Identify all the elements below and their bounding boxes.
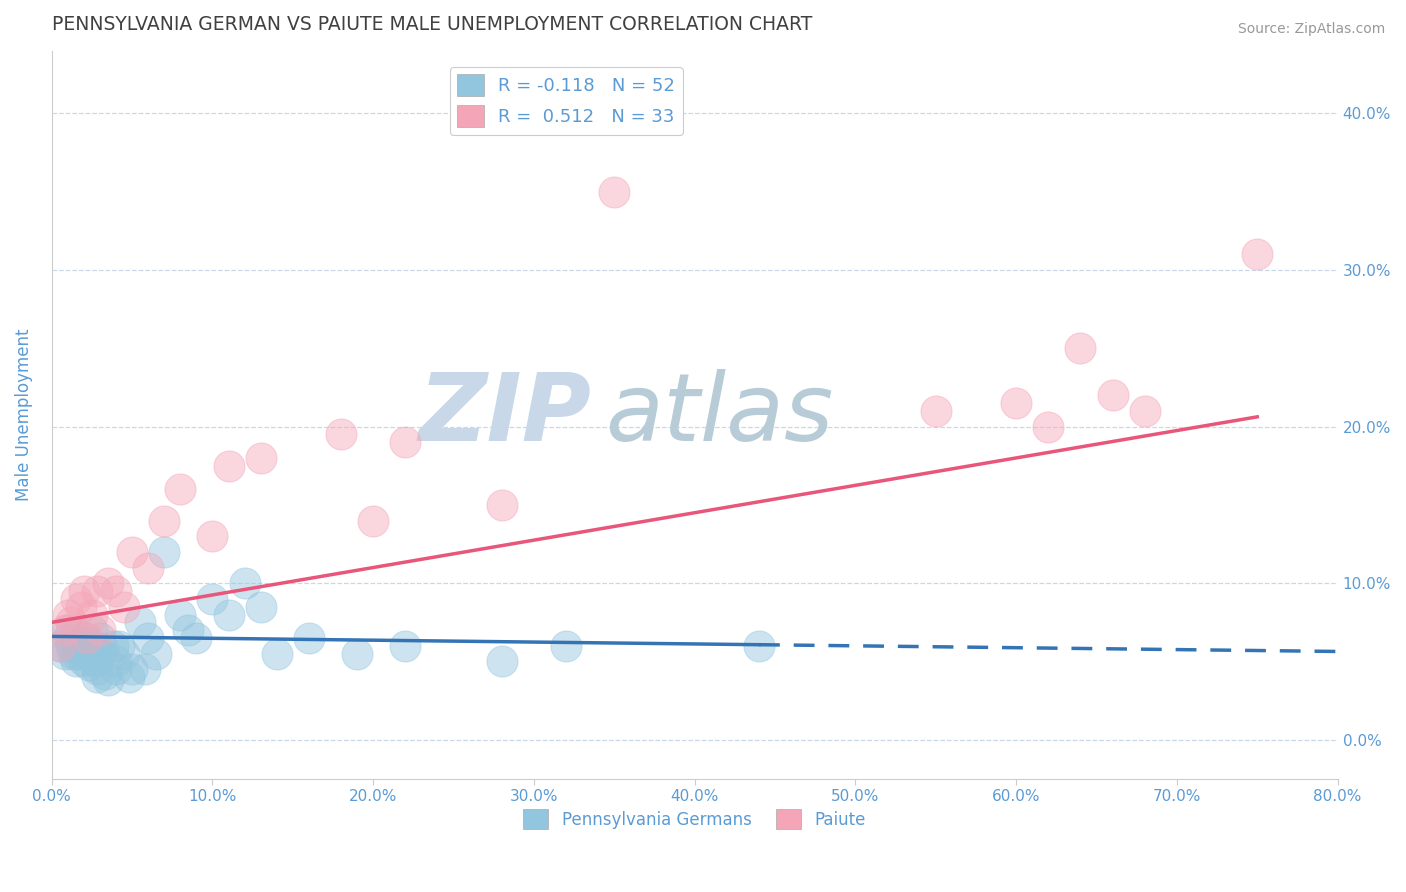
Point bbox=[65, 655, 87, 669]
Text: ZIP: ZIP bbox=[419, 369, 592, 461]
Point bbox=[118, 670, 141, 684]
Point bbox=[394, 639, 416, 653]
Point bbox=[101, 639, 124, 653]
Point bbox=[201, 591, 224, 606]
Point bbox=[56, 631, 79, 645]
Point bbox=[1038, 419, 1060, 434]
Point bbox=[73, 584, 96, 599]
Point bbox=[153, 514, 176, 528]
Point bbox=[56, 623, 79, 637]
Text: PENNSYLVANIA GERMAN VS PAIUTE MALE UNEMPLOYMENT CORRELATION CHART: PENNSYLVANIA GERMAN VS PAIUTE MALE UNEMP… bbox=[52, 15, 813, 34]
Point bbox=[748, 639, 770, 653]
Point bbox=[56, 607, 79, 622]
Point bbox=[1101, 388, 1123, 402]
Point bbox=[86, 662, 108, 676]
Point bbox=[60, 639, 83, 653]
Point bbox=[394, 435, 416, 450]
Point bbox=[105, 662, 128, 676]
Point bbox=[108, 639, 131, 653]
Point bbox=[69, 599, 91, 614]
Point bbox=[76, 631, 98, 645]
Text: Source: ZipAtlas.com: Source: ZipAtlas.com bbox=[1237, 22, 1385, 37]
Point bbox=[53, 623, 76, 637]
Point bbox=[201, 529, 224, 543]
Point bbox=[249, 450, 271, 465]
Point bbox=[80, 647, 103, 661]
Point bbox=[49, 639, 72, 653]
Point bbox=[86, 584, 108, 599]
Point bbox=[62, 647, 84, 661]
Point bbox=[65, 626, 87, 640]
Point bbox=[89, 631, 111, 645]
Point bbox=[91, 642, 114, 657]
Point bbox=[105, 655, 128, 669]
Point bbox=[249, 599, 271, 614]
Point bbox=[555, 639, 578, 653]
Point bbox=[1005, 396, 1028, 410]
Point bbox=[69, 639, 91, 653]
Point bbox=[603, 185, 626, 199]
Point bbox=[134, 662, 156, 676]
Point bbox=[89, 647, 111, 661]
Point bbox=[76, 647, 98, 661]
Point bbox=[89, 623, 111, 637]
Point bbox=[266, 647, 288, 661]
Point bbox=[330, 427, 353, 442]
Point bbox=[86, 670, 108, 684]
Text: atlas: atlas bbox=[605, 369, 832, 460]
Point bbox=[1246, 247, 1268, 261]
Point bbox=[121, 545, 143, 559]
Point bbox=[83, 639, 105, 653]
Point bbox=[80, 623, 103, 637]
Point bbox=[97, 673, 120, 688]
Point bbox=[177, 623, 200, 637]
Point bbox=[76, 639, 98, 653]
Point bbox=[153, 545, 176, 559]
Point bbox=[218, 458, 240, 473]
Point bbox=[218, 607, 240, 622]
Point bbox=[169, 482, 191, 496]
Y-axis label: Male Unemployment: Male Unemployment bbox=[15, 328, 32, 501]
Point bbox=[233, 576, 256, 591]
Point bbox=[77, 657, 100, 672]
Point bbox=[97, 576, 120, 591]
Point bbox=[491, 498, 513, 512]
Point bbox=[66, 647, 89, 661]
Point bbox=[1133, 404, 1156, 418]
Point bbox=[112, 647, 135, 661]
Point bbox=[65, 591, 87, 606]
Legend: Pennsylvania Germans, Paiute: Pennsylvania Germans, Paiute bbox=[516, 803, 873, 836]
Point bbox=[121, 662, 143, 676]
Point bbox=[1069, 342, 1091, 356]
Point bbox=[84, 655, 107, 669]
Point bbox=[361, 514, 384, 528]
Point bbox=[49, 639, 72, 653]
Point bbox=[129, 615, 152, 630]
Point bbox=[53, 647, 76, 661]
Point bbox=[925, 404, 948, 418]
Point bbox=[136, 631, 159, 645]
Point bbox=[186, 631, 208, 645]
Point bbox=[136, 560, 159, 574]
Point bbox=[94, 667, 117, 681]
Point bbox=[80, 607, 103, 622]
Point bbox=[169, 607, 191, 622]
Point bbox=[105, 584, 128, 599]
Point bbox=[73, 655, 96, 669]
Point bbox=[298, 631, 321, 645]
Point bbox=[145, 647, 167, 661]
Point bbox=[73, 631, 96, 645]
Point bbox=[346, 647, 368, 661]
Point bbox=[491, 655, 513, 669]
Point bbox=[60, 615, 83, 630]
Point bbox=[112, 599, 135, 614]
